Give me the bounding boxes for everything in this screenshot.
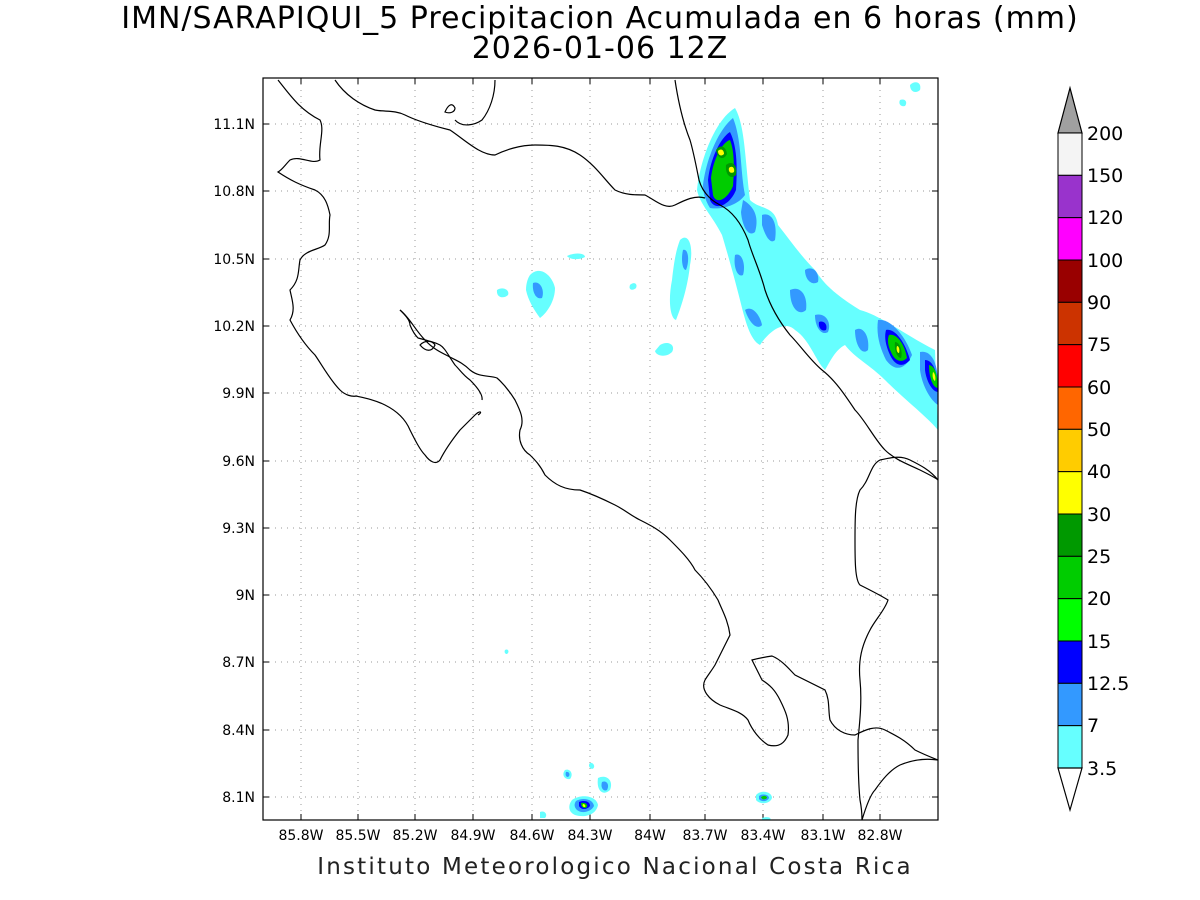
lon-tick-label: 84.9W: [450, 828, 495, 844]
precip-field-northeast: [496, 82, 938, 430]
colorbar-swatch: [1057, 682, 1083, 727]
colorbar-label: 20: [1087, 588, 1111, 610]
lon-tick-label: 83.4W: [740, 828, 785, 844]
colorbar-label: 90: [1087, 292, 1111, 314]
lon-tick-label: 85.8W: [278, 828, 323, 844]
colorbar-swatch: [1057, 428, 1083, 473]
colorbar-swatch: [1057, 174, 1083, 219]
lon-tick-label: 84.6W: [509, 828, 554, 844]
lat-tick-label: 9.9N: [222, 386, 255, 402]
lon-tick-label: 85.2W: [392, 828, 437, 844]
map-frame: [262, 77, 939, 821]
lon-tick-label: 84W: [634, 828, 666, 844]
colorbar-label: 12.5: [1087, 673, 1129, 695]
colorbar-swatch: [1057, 640, 1083, 684]
colorbar-over-arrow: [1057, 85, 1083, 134]
colorbar-swatch: [1057, 132, 1083, 176]
colorbar-label: 25: [1087, 546, 1111, 568]
lat-tick-labels: 11.1N 10.8N 10.5N 10.2N 9.9N 9.6N 9.3N 9…: [213, 117, 255, 806]
colorbar-label: 40: [1087, 461, 1111, 483]
colorbar-label: 50: [1087, 419, 1111, 441]
colorbar-label: 150: [1087, 165, 1123, 187]
colorbar-under-arrow: [1057, 767, 1083, 813]
lat-tick-label: 11.1N: [213, 117, 255, 133]
lat-tick-label: 9N: [236, 588, 255, 604]
map-title: IMN/SARAPIQUI_5 Precipitacion Acumulada …: [121, 1, 1079, 36]
axis-ticks: [263, 78, 938, 820]
colorbar-swatch: [1057, 259, 1083, 303]
footer-credit: Instituto Meteorologico Nacional Costa R…: [317, 854, 913, 880]
lat-tick-label: 8.1N: [222, 790, 255, 806]
colorbar-swatch: [1057, 344, 1083, 388]
colorbar-labels: 200 150 120 100 90 75 60 50 40 30 25 20 …: [1087, 123, 1129, 780]
lon-tick-labels: 85.8W 85.5W 85.2W 84.9W 84.6W 84.3W 84W …: [278, 828, 902, 844]
colorbar-label: 75: [1087, 334, 1111, 356]
lat-tick-label: 10.5N: [213, 252, 255, 268]
lat-tick-label: 9.3N: [222, 521, 255, 537]
lon-tick-label: 82.8W: [857, 828, 902, 844]
colorbar-label: 30: [1087, 504, 1111, 526]
colorbar-swatch: [1057, 513, 1083, 557]
map-datetime: 2026-01-06 12Z: [471, 31, 729, 66]
lat-tick-label: 10.2N: [213, 319, 255, 335]
lon-tick-label: 83.1W: [800, 828, 845, 844]
colorbar-label: 120: [1087, 207, 1123, 229]
colorbar-swatch: [1057, 217, 1083, 261]
coastlines: [276, 79, 939, 821]
colorbar-swatch: [1057, 555, 1083, 600]
lon-tick-label: 83.7W: [682, 828, 727, 844]
lon-tick-label: 85.5W: [335, 828, 380, 844]
lat-tick-label: 8.7N: [222, 655, 255, 671]
lon-tick-label: 84.3W: [567, 828, 612, 844]
colorbar-swatch: [1057, 725, 1083, 769]
precip-field-south: [504, 649, 772, 820]
colorbar-label: 7: [1087, 715, 1099, 737]
colorbar-swatch: [1057, 598, 1083, 642]
colorbar-label: 200: [1087, 123, 1123, 145]
colorbar-label: 15: [1087, 631, 1111, 653]
colorbar-label: 100: [1087, 250, 1123, 272]
map-grid: [263, 78, 938, 820]
colorbar-swatch: [1057, 301, 1083, 346]
lat-tick-label: 9.6N: [222, 454, 255, 470]
colorbar-swatch: [1057, 386, 1083, 430]
colorbar: 200 150 120 100 90 75 60 50 40 30 25 20 …: [1057, 85, 1129, 813]
colorbar-swatch: [1057, 471, 1083, 515]
lat-tick-label: 10.8N: [213, 184, 255, 200]
colorbar-label: 3.5: [1087, 758, 1117, 780]
colorbar-label: 60: [1087, 377, 1111, 399]
lat-tick-label: 8.4N: [222, 723, 255, 739]
